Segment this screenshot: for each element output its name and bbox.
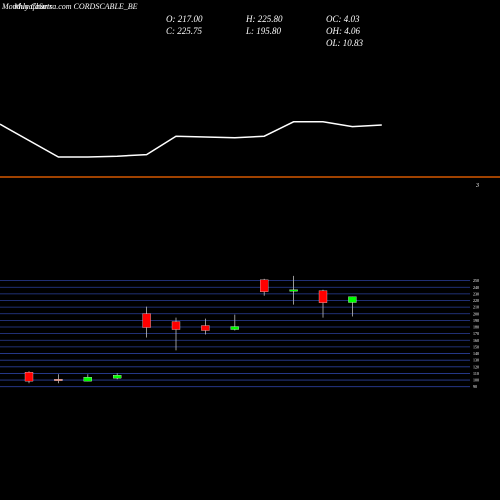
candle-body: [171, 321, 181, 330]
candle-body: [230, 326, 239, 330]
y-tick-label: 230: [473, 291, 479, 296]
candle-body: [142, 313, 151, 328]
oh-label: OH: 4.06: [326, 26, 360, 36]
oc-label: OC: 4.03: [326, 14, 360, 24]
y-tick-label: 220: [473, 298, 479, 303]
candle-body: [201, 325, 210, 331]
y-tick-label: 180: [473, 325, 479, 330]
y-tick-label: 240: [473, 285, 479, 290]
y-tick-label: 150: [473, 344, 479, 349]
ol-label: OL: 10.83: [326, 38, 364, 48]
y-tick-label: 90: [473, 384, 477, 389]
open-label: O: 217.00: [166, 14, 203, 24]
chart-title: Monthly Charts: [1, 2, 52, 11]
y-tick-label: 100: [473, 378, 479, 383]
candle-body: [260, 279, 269, 292]
low-label: L: 195.80: [245, 26, 282, 36]
candle-body: [113, 375, 122, 379]
y-tick-label: 250: [473, 278, 479, 283]
candle-body: [289, 289, 298, 292]
y-tick-label: 110: [473, 371, 479, 376]
candle-body: [54, 379, 63, 381]
candle-body: [83, 377, 92, 382]
reference-label: 3: [475, 183, 479, 189]
y-tick-label: 210: [473, 305, 479, 310]
indicator-line: [0, 121, 382, 158]
y-tick-label: 140: [473, 351, 479, 356]
y-tick-label: 200: [473, 311, 479, 316]
y-tick-label: 190: [473, 318, 479, 323]
y-tick-label: 130: [473, 358, 479, 363]
candle-body: [318, 290, 328, 303]
y-tick-label: 120: [473, 364, 479, 369]
candle-body: [348, 296, 357, 303]
high-label: H: 225.80: [245, 14, 283, 24]
close-label: C: 225.75: [166, 26, 203, 36]
site-label: MunafaSutra.com CORDSCABLE_BE: [13, 2, 138, 11]
candle-body: [24, 372, 34, 382]
y-tick-label: 160: [473, 338, 479, 343]
y-tick-label: 170: [473, 331, 479, 336]
